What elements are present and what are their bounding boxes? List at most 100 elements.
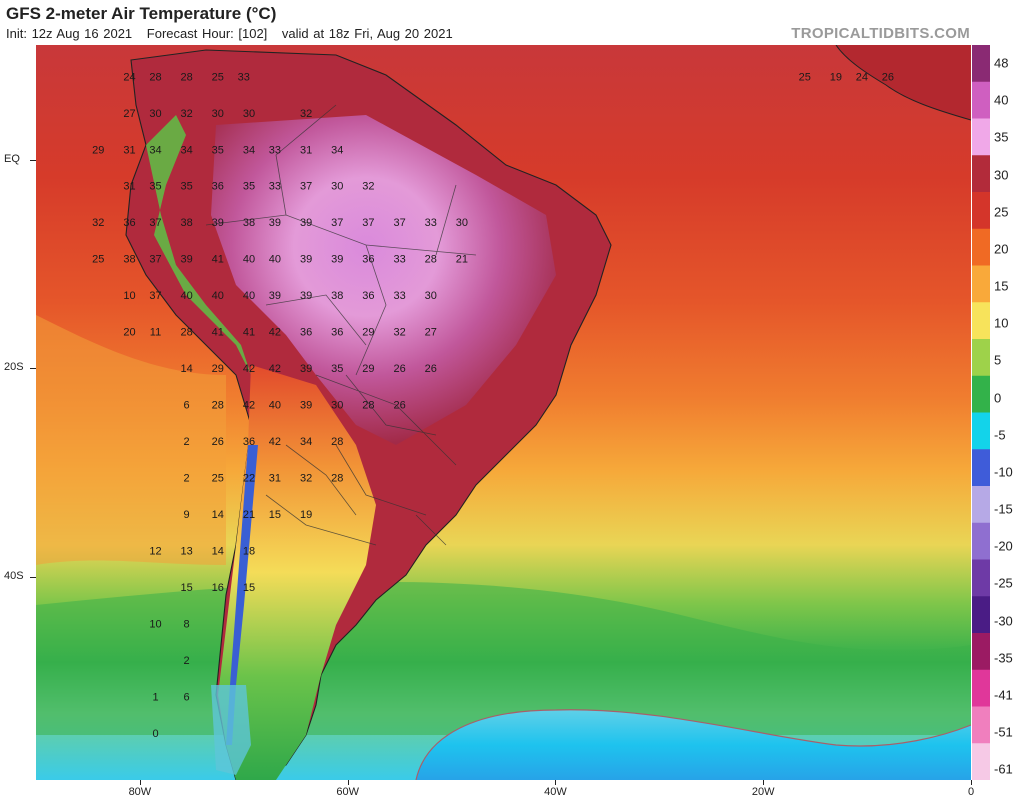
temperature-label: 32 [362, 181, 374, 193]
temperature-label: 31 [123, 181, 135, 193]
colorbar-label: 30 [994, 167, 1009, 182]
colorbar-swatch [972, 706, 990, 744]
temperature-label: 39 [300, 363, 312, 375]
temperature-label: 41 [212, 254, 224, 266]
temperature-label: 42 [269, 436, 281, 448]
colorbar-swatch [972, 302, 990, 340]
cold-pool [416, 709, 971, 780]
temperature-label: 37 [300, 181, 312, 193]
latitude-label: EQ [4, 152, 20, 165]
temperature-label: 30 [425, 290, 437, 302]
temperature-label: 30 [212, 108, 224, 120]
temperature-label: 37 [149, 254, 161, 266]
colorbar-label: -51 [994, 724, 1013, 740]
andes-north [146, 115, 251, 375]
colorbar-swatch [972, 265, 990, 303]
africa-landmass [836, 45, 971, 120]
temperature-label: 31 [300, 144, 312, 156]
temperature-label: 29 [212, 363, 224, 375]
colorbar-swatch [972, 412, 990, 450]
temperature-label: 35 [180, 181, 192, 193]
temperature-label: 38 [331, 290, 343, 302]
temperature-label: 1 [152, 692, 158, 704]
temperature-label: 40 [269, 400, 281, 412]
colorbar [972, 45, 990, 780]
longitude-tick [139, 780, 141, 785]
temperature-label: 2 [184, 436, 190, 448]
colorbar-swatch [972, 669, 990, 707]
temperature-label: 40 [180, 290, 192, 302]
temperature-label: 30 [331, 400, 343, 412]
longitude-tick [763, 780, 765, 785]
longitude-tick [555, 780, 557, 785]
temperature-label: 33 [393, 290, 405, 302]
temperature-label: 32 [393, 327, 405, 339]
temperature-label: 39 [269, 217, 281, 229]
temperature-label: 33 [425, 217, 437, 229]
temperature-label: 39 [300, 254, 312, 266]
temperature-label: 40 [212, 290, 224, 302]
temperature-label: 0 [152, 728, 158, 740]
temperature-label: 29 [92, 144, 104, 156]
temperature-label: 30 [456, 217, 468, 229]
temperature-label: 9 [184, 509, 190, 521]
colorbar-swatch [972, 522, 990, 560]
temperature-label: 28 [425, 254, 437, 266]
temperature-label: 26 [393, 363, 405, 375]
patagonia-cold [211, 685, 251, 775]
southern-cone [218, 365, 376, 780]
colorbar-label: -15 [994, 501, 1013, 517]
temperature-label: 26 [393, 400, 405, 412]
temperature-label: 33 [238, 71, 250, 83]
colorbar-label: 40 [994, 92, 1009, 108]
temperature-label: 38 [180, 217, 192, 229]
temperature-label: 29 [362, 363, 374, 375]
temperature-label: 34 [243, 144, 255, 156]
temperature-label: 14 [212, 546, 224, 558]
temperature-label: 25 [799, 71, 811, 83]
temperature-label: 26 [882, 71, 894, 83]
latitude-tick [30, 576, 36, 578]
heat-core [211, 115, 556, 445]
temperature-label: 13 [180, 546, 192, 558]
temperature-label: 41 [212, 327, 224, 339]
colorbar-swatch [972, 559, 990, 597]
temperature-label: 26 [425, 363, 437, 375]
temperature-label: 36 [362, 290, 374, 302]
temperature-label: 15 [269, 509, 281, 521]
colorbar-label: -41 [994, 687, 1013, 703]
longitude-tick [347, 780, 349, 785]
temperature-label: 39 [212, 217, 224, 229]
init-time: Init: 12z Aug 16 2021 [6, 26, 133, 41]
cold-pool-edge [415, 709, 971, 780]
longitude-label: 20W [751, 786, 775, 798]
colorbar-swatch [972, 45, 990, 83]
africa-coast [835, 45, 971, 121]
temperature-label: 19 [300, 509, 312, 521]
temperature-label: 21 [456, 254, 468, 266]
temperature-label: 33 [393, 254, 405, 266]
temperature-label: 10 [123, 290, 135, 302]
temperature-label: 10 [149, 619, 161, 631]
colorbar-label: 0 [994, 390, 1002, 406]
temperature-label: 27 [425, 327, 437, 339]
temperature-label: 2 [184, 655, 190, 667]
temperature-label: 34 [180, 144, 192, 156]
temperature-label: 34 [300, 436, 312, 448]
colorbar-label: -61 [994, 761, 1013, 777]
colorbar-swatch [972, 633, 990, 671]
temperature-label: 37 [331, 217, 343, 229]
temperature-label: 14 [180, 363, 192, 375]
temperature-label: 24 [856, 71, 868, 83]
temperature-label: 31 [123, 144, 135, 156]
colorbar-swatch [972, 743, 990, 780]
colorbar-swatch [972, 375, 990, 413]
temperature-label: 35 [243, 181, 255, 193]
temperature-label: 25 [212, 71, 224, 83]
temperature-label: 30 [243, 108, 255, 120]
temperature-label: 32 [92, 217, 104, 229]
colorbar-label: -10 [994, 464, 1013, 480]
temperature-label: 37 [149, 290, 161, 302]
latitude-tick [30, 159, 36, 161]
colorbar-label: 5 [994, 352, 1002, 368]
